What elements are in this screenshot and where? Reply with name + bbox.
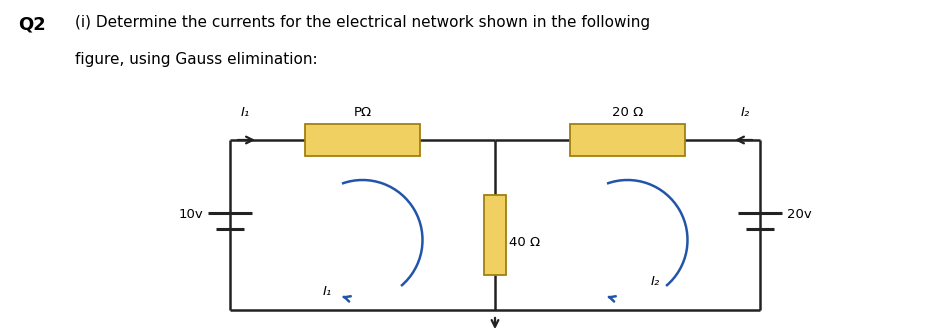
Text: 20 Ω: 20 Ω	[611, 106, 643, 119]
Text: PΩ: PΩ	[353, 106, 371, 119]
Text: (i) Determine the currents for the electrical network shown in the following: (i) Determine the currents for the elect…	[75, 15, 650, 30]
Text: I₂: I₂	[651, 275, 660, 288]
Text: 10v: 10v	[179, 208, 203, 221]
Text: 40 Ω: 40 Ω	[509, 236, 540, 250]
Text: I₁: I₁	[323, 285, 332, 298]
Text: I₁: I₁	[240, 106, 250, 119]
Bar	[305, 124, 420, 156]
Bar	[484, 195, 506, 275]
Text: Q2: Q2	[18, 15, 46, 33]
Text: 20v: 20v	[787, 208, 812, 221]
Text: I₂: I₂	[741, 106, 750, 119]
Text: figure, using Gauss elimination:: figure, using Gauss elimination:	[75, 52, 318, 67]
Bar	[570, 124, 685, 156]
